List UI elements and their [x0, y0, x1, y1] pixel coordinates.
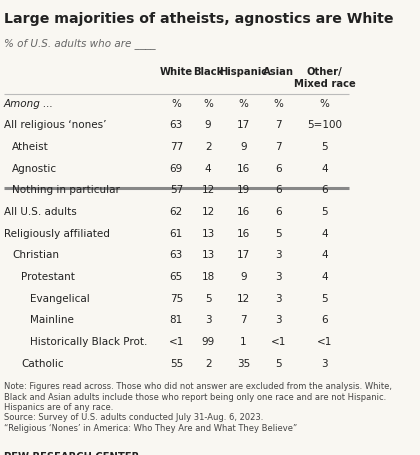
Text: %: %	[320, 98, 329, 108]
Text: % of U.S. adults who are ____: % of U.S. adults who are ____	[3, 38, 155, 49]
Text: 13: 13	[202, 250, 215, 260]
Text: Protestant: Protestant	[21, 271, 75, 281]
Text: Evangelical: Evangelical	[30, 293, 90, 303]
Text: 12: 12	[237, 293, 250, 303]
Text: 7: 7	[276, 120, 282, 130]
Text: 5: 5	[321, 293, 328, 303]
Text: Christian: Christian	[12, 250, 59, 260]
Text: 6: 6	[276, 207, 282, 217]
Text: 5: 5	[321, 207, 328, 217]
Text: %: %	[203, 98, 213, 108]
Text: Hispanic: Hispanic	[219, 67, 268, 77]
Text: Catholic: Catholic	[21, 358, 64, 368]
Text: 7: 7	[276, 142, 282, 152]
Text: <1: <1	[271, 336, 286, 346]
Text: 16: 16	[237, 163, 250, 173]
Text: Asian: Asian	[263, 67, 294, 77]
Text: Other/
Mixed race: Other/ Mixed race	[294, 67, 355, 89]
Text: Atheist: Atheist	[12, 142, 49, 152]
Text: 3: 3	[276, 250, 282, 260]
Text: 7: 7	[240, 314, 247, 324]
Text: 4: 4	[205, 163, 211, 173]
Text: Mainline: Mainline	[30, 314, 74, 324]
Text: 63: 63	[170, 250, 183, 260]
Text: %: %	[274, 98, 284, 108]
Text: 9: 9	[240, 271, 247, 281]
Text: 12: 12	[202, 207, 215, 217]
Text: 6: 6	[276, 185, 282, 195]
Text: 12: 12	[202, 185, 215, 195]
Text: %: %	[239, 98, 248, 108]
Text: PEW RESEARCH CENTER: PEW RESEARCH CENTER	[3, 451, 139, 455]
Text: All religious ‘nones’: All religious ‘nones’	[3, 120, 106, 130]
Text: 62: 62	[170, 207, 183, 217]
Text: 17: 17	[237, 120, 250, 130]
Text: 4: 4	[321, 250, 328, 260]
Text: 5: 5	[276, 228, 282, 238]
Text: 18: 18	[202, 271, 215, 281]
Text: 17: 17	[237, 250, 250, 260]
Text: All U.S. adults: All U.S. adults	[3, 207, 76, 217]
Text: %: %	[171, 98, 181, 108]
Text: 61: 61	[170, 228, 183, 238]
Text: 75: 75	[170, 293, 183, 303]
Text: 65: 65	[170, 271, 183, 281]
Text: 3: 3	[321, 358, 328, 368]
Text: 6: 6	[321, 185, 328, 195]
Text: 55: 55	[170, 358, 183, 368]
Text: 5=100: 5=100	[307, 120, 342, 130]
Text: 4: 4	[321, 228, 328, 238]
Text: 5: 5	[276, 358, 282, 368]
Text: 3: 3	[276, 293, 282, 303]
Text: 16: 16	[237, 207, 250, 217]
Text: 1: 1	[240, 336, 247, 346]
Text: Black: Black	[193, 67, 223, 77]
Text: 2: 2	[205, 142, 211, 152]
Text: 5: 5	[321, 142, 328, 152]
Text: 35: 35	[237, 358, 250, 368]
Text: 3: 3	[276, 271, 282, 281]
Text: <1: <1	[169, 336, 184, 346]
Text: 63: 63	[170, 120, 183, 130]
Text: 3: 3	[205, 314, 211, 324]
Text: Agnostic: Agnostic	[12, 163, 58, 173]
Text: 99: 99	[202, 336, 215, 346]
Text: 5: 5	[205, 293, 211, 303]
Text: Large majorities of atheists, agnostics are White: Large majorities of atheists, agnostics …	[3, 12, 393, 26]
Text: 9: 9	[240, 142, 247, 152]
Text: Historically Black Prot.: Historically Black Prot.	[30, 336, 147, 346]
Text: Note: Figures read across. Those who did not answer are excluded from the analys: Note: Figures read across. Those who did…	[3, 381, 391, 432]
Text: 13: 13	[202, 228, 215, 238]
Text: <1: <1	[317, 336, 332, 346]
Text: 9: 9	[205, 120, 211, 130]
Text: Nothing in particular: Nothing in particular	[12, 185, 120, 195]
Text: 6: 6	[321, 314, 328, 324]
Text: 4: 4	[321, 163, 328, 173]
Text: 4: 4	[321, 271, 328, 281]
Text: 57: 57	[170, 185, 183, 195]
Text: White: White	[160, 67, 193, 77]
Text: 6: 6	[276, 163, 282, 173]
Text: 3: 3	[276, 314, 282, 324]
Text: 81: 81	[170, 314, 183, 324]
Text: 77: 77	[170, 142, 183, 152]
Text: Religiously affiliated: Religiously affiliated	[3, 228, 109, 238]
Text: 16: 16	[237, 228, 250, 238]
Text: Among ...: Among ...	[3, 98, 53, 108]
Text: 19: 19	[237, 185, 250, 195]
Text: 2: 2	[205, 358, 211, 368]
Text: 69: 69	[170, 163, 183, 173]
